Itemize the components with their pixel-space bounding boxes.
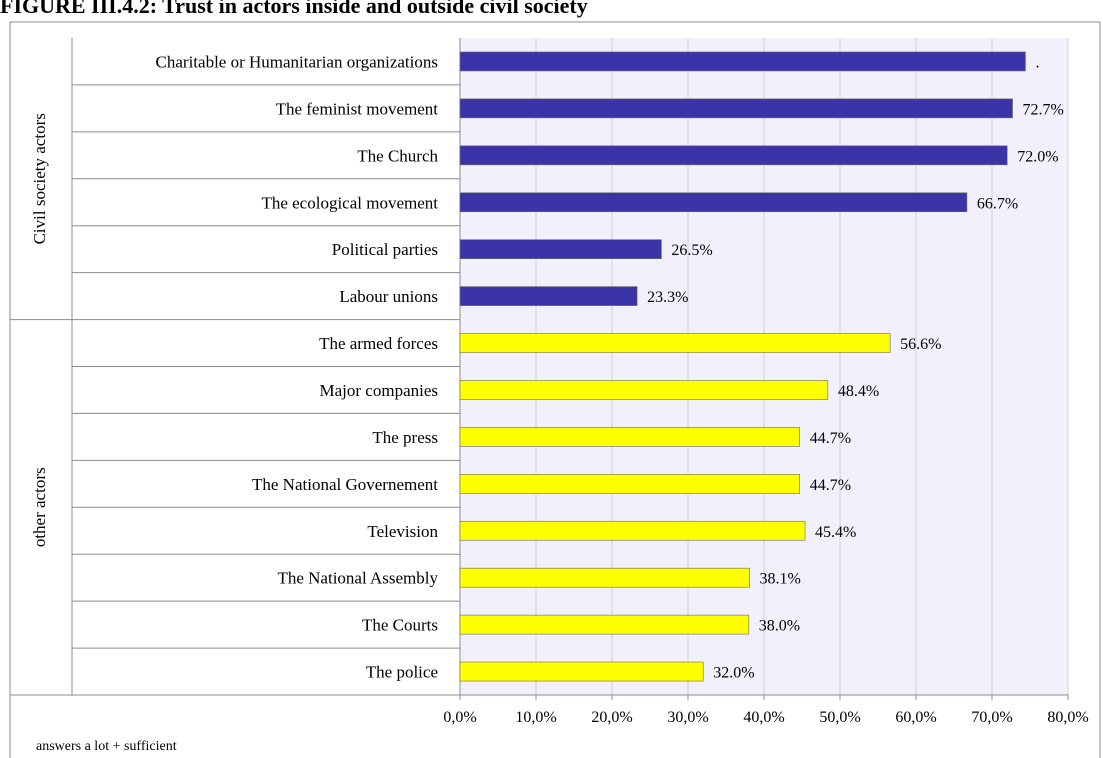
- bar: [459, 567, 750, 588]
- x-tick-label: 80,0%: [1047, 709, 1088, 726]
- data-label: 66.7%: [977, 195, 1018, 212]
- bar: [459, 380, 829, 400]
- category-label: The armed forces: [319, 334, 438, 353]
- data-label: 23.3%: [647, 289, 688, 306]
- x-tick-label: 20,0%: [591, 709, 632, 726]
- bar: [459, 239, 662, 259]
- data-label: 32.0%: [713, 665, 754, 682]
- category-label: Political parties: [332, 240, 438, 259]
- data-label: 26.5%: [671, 242, 712, 259]
- category-label: The ecological movement: [261, 193, 438, 212]
- bar: [459, 98, 1013, 119]
- category-label: Major companies: [320, 381, 439, 400]
- group-label: other actors: [30, 467, 49, 547]
- x-tick-label: 50,0%: [819, 709, 860, 726]
- data-label: 44.7%: [810, 477, 851, 494]
- category-label: The police: [366, 663, 438, 682]
- x-tick-label: 40,0%: [743, 709, 784, 726]
- bar: [459, 286, 638, 306]
- category-label: Labour unions: [339, 287, 438, 306]
- bar: [459, 51, 1026, 72]
- data-label: 38.1%: [760, 571, 801, 588]
- bar: [459, 333, 891, 353]
- data-label: 48.4%: [838, 383, 879, 400]
- chart-frame: [9, 21, 1101, 758]
- category-label: Television: [367, 522, 438, 541]
- bar: [459, 145, 1008, 166]
- x-tick-label: 0,0%: [443, 709, 476, 726]
- category-label: The National Assembly: [277, 569, 438, 588]
- category-label: The National Governement: [252, 475, 438, 494]
- data-label: 45.4%: [815, 524, 856, 541]
- x-tick-label: 30,0%: [667, 709, 708, 726]
- bar: [459, 661, 704, 682]
- x-tick-label: 70,0%: [971, 709, 1012, 726]
- bar: [459, 520, 806, 541]
- group-label: Civil society actors: [30, 113, 49, 244]
- category-label: The Church: [357, 146, 438, 165]
- x-tick-label: 10,0%: [515, 709, 556, 726]
- category-label: Charitable or Humanitarian organizations: [156, 52, 438, 71]
- data-label: 72.0%: [1017, 148, 1058, 165]
- bar: [459, 474, 801, 494]
- x-axis-title: answers a lot + sufficient: [36, 739, 177, 754]
- data-label: 72.7%: [1023, 101, 1064, 118]
- x-tick-label: 60,0%: [895, 709, 936, 726]
- data-label: .: [1035, 54, 1039, 71]
- category-label: The press: [372, 428, 438, 447]
- data-label: 56.6%: [900, 336, 941, 353]
- chart-title: FIGURE III.4.2: Trust in actors inside a…: [0, 0, 588, 18]
- bar: [459, 614, 750, 635]
- data-label: 44.7%: [810, 430, 851, 447]
- category-label: The feminist movement: [276, 99, 439, 118]
- bar: [459, 192, 968, 213]
- category-label: The Courts: [362, 616, 438, 635]
- data-label: 38.0%: [759, 618, 800, 635]
- bar: [459, 427, 801, 447]
